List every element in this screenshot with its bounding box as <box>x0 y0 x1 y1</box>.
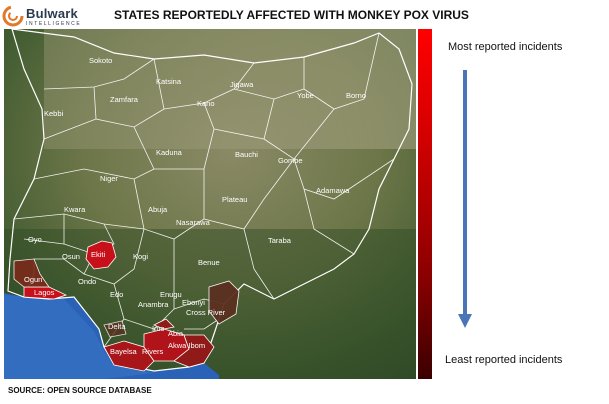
label-akwa-ibom: Akwa Ibom <box>168 341 205 350</box>
label-lagos: Lagos <box>34 288 55 297</box>
label-borno: Borno <box>346 91 366 100</box>
label-kogi: Kogi <box>133 252 148 261</box>
label-enugu: Enugu <box>160 290 182 299</box>
label-zamfara: Zamfara <box>110 95 139 104</box>
legend-bottom-label: Least reported incidents <box>445 354 563 366</box>
label-abia: Abia <box>168 329 184 338</box>
label-kano: Kano <box>197 99 215 108</box>
label-ondo: Ondo <box>78 277 96 286</box>
label-rivers: Rivers <box>142 347 164 356</box>
label-abuja: Abuja <box>148 205 168 214</box>
state-akwa-ibom-affected <box>173 334 215 368</box>
label-niger: Niger <box>100 174 118 183</box>
label-katsina: Katsina <box>156 77 182 86</box>
brand-logo: Bulwark INTELLIGENCE <box>2 4 94 30</box>
label-imo: Imo <box>152 324 165 333</box>
label-benue: Benue <box>198 258 220 267</box>
label-bauchi: Bauchi <box>235 150 258 159</box>
state-labels: Sokoto Katsina Jigawa Zamfara Kano Yobe … <box>24 56 366 356</box>
down-arrow-icon <box>458 70 472 328</box>
label-gombe: Gombe <box>278 156 303 165</box>
northern-savanna <box>44 29 416 149</box>
state-ekiti-affected <box>85 240 117 270</box>
brand-name: Bulwark <box>26 6 78 21</box>
label-kwara: Kwara <box>64 205 86 214</box>
ocean-shallows <box>4 295 154 379</box>
label-anambra: Anambra <box>138 300 169 309</box>
brand-tagline: INTELLIGENCE <box>26 21 82 27</box>
label-nasarawa: Nasarawa <box>176 218 211 227</box>
legend-gradient-bar <box>418 29 432 379</box>
label-edo: Edo <box>110 290 123 299</box>
legend-top-label: Most reported incidents <box>448 41 563 53</box>
state-imo-affected <box>153 318 175 330</box>
label-yobe: Yobe <box>297 91 314 100</box>
label-cross-river: Cross River <box>186 308 226 317</box>
label-ogun: Ogun <box>24 275 42 284</box>
label-taraba: Taraba <box>268 236 292 245</box>
label-adamawa: Adamawa <box>316 186 350 195</box>
nigeria-map: Sokoto Katsina Jigawa Zamfara Kano Yobe … <box>4 29 416 379</box>
label-plateau: Plateau <box>222 195 247 204</box>
state-borders <box>13 32 395 368</box>
label-osun: Osun <box>62 252 80 261</box>
page-title: STATES REPORTEDLY AFFECTED WITH MONKEY P… <box>114 8 469 22</box>
label-jigawa: Jigawa <box>230 80 254 89</box>
label-kaduna: Kaduna <box>156 148 183 157</box>
label-sokoto: Sokoto <box>89 56 112 65</box>
country-border <box>7 29 413 372</box>
label-kebbi: Kebbi <box>44 109 64 118</box>
label-ebonyi: Ebonyi <box>182 298 205 307</box>
bulwark-logo-icon <box>2 5 24 27</box>
state-ogun-affected <box>13 258 50 288</box>
label-oyo: Oyo <box>28 235 42 244</box>
label-bayelsa: Bayelsa <box>110 347 138 356</box>
state-delta-affected <box>103 320 127 338</box>
label-delta: Delta <box>108 322 126 331</box>
map-canvas: Sokoto Katsina Jigawa Zamfara Kano Yobe … <box>4 29 416 379</box>
label-ekiti: Ekiti <box>91 250 106 259</box>
state-cross-river-affected <box>208 280 240 325</box>
source-note: SOURCE: OPEN SOURCE DATABASE <box>8 386 152 395</box>
